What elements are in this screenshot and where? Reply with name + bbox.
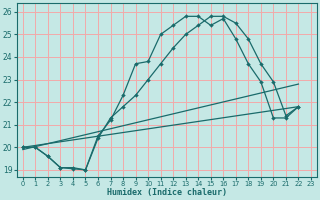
X-axis label: Humidex (Indice chaleur): Humidex (Indice chaleur): [107, 188, 227, 197]
